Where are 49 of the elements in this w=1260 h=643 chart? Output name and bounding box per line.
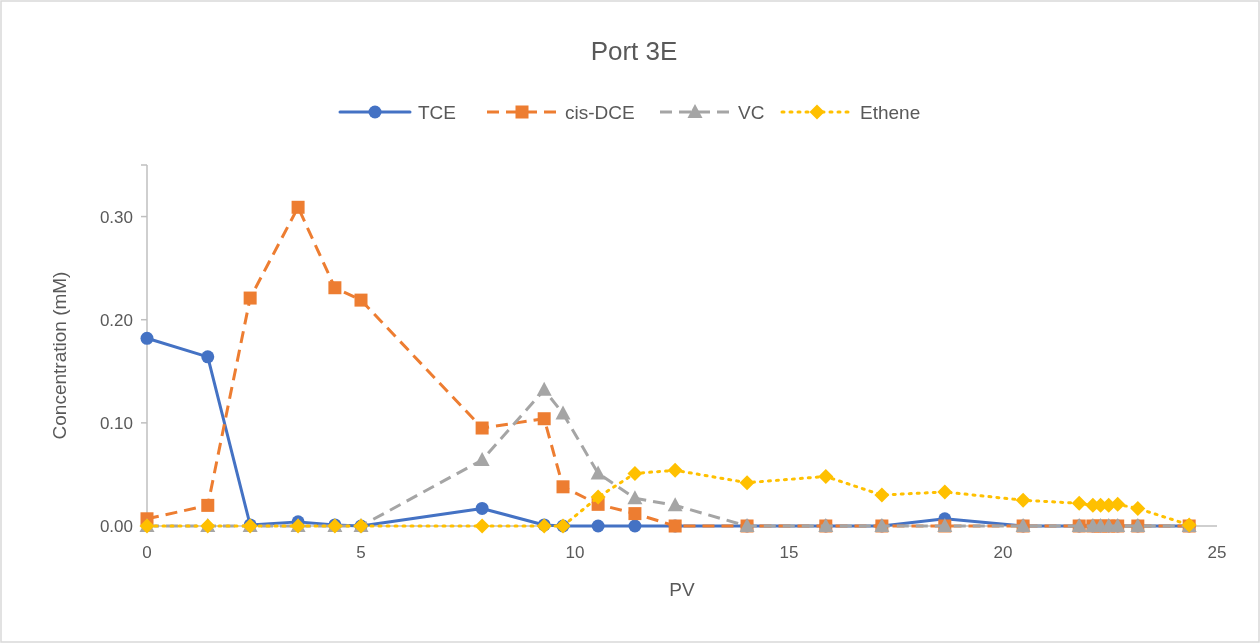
point (628, 507, 642, 521)
point (591, 519, 605, 533)
point (590, 489, 606, 505)
point (201, 498, 215, 512)
point (536, 381, 552, 396)
legend-label: cis-DCE (565, 101, 635, 123)
x-tick-label: 10 (565, 543, 585, 562)
point (667, 497, 683, 512)
point (1110, 496, 1126, 512)
x-tick-label: 15 (779, 543, 799, 562)
point (667, 462, 683, 478)
legend-label: TCE (418, 101, 456, 123)
point (627, 490, 643, 505)
point (1130, 500, 1146, 516)
point (474, 451, 490, 466)
y-tick-label: 0.10 (99, 413, 133, 433)
point (475, 421, 489, 435)
y-tick-label: 0.20 (99, 310, 133, 330)
point (874, 487, 890, 503)
x-tick-label: 0 (142, 543, 152, 562)
x-tick-label: 25 (1207, 543, 1227, 562)
legend-label: Ethene (860, 101, 921, 123)
x-tick-label: 20 (993, 543, 1013, 562)
point (590, 465, 606, 480)
point (291, 200, 305, 214)
y-axis-title: Concentration (mM) (49, 271, 70, 440)
point (937, 484, 953, 500)
point (818, 468, 834, 484)
chart-title: Port 3E (590, 36, 678, 66)
point (475, 501, 489, 515)
point (537, 412, 551, 426)
point (201, 350, 215, 364)
point (328, 281, 342, 295)
point (1015, 492, 1031, 508)
y-tick-label: 0.30 (99, 207, 133, 227)
x-tick-label: 5 (356, 543, 366, 562)
point (739, 475, 755, 491)
point (1071, 495, 1087, 511)
point (555, 405, 571, 420)
y-tick-label: 0.00 (99, 516, 133, 536)
point (474, 518, 490, 534)
point (354, 293, 368, 307)
x-axis-title: PV (669, 579, 695, 600)
point (556, 480, 570, 494)
point (243, 291, 257, 305)
point (628, 519, 642, 533)
legend-label: VC (738, 101, 765, 123)
point (140, 331, 154, 345)
point (627, 465, 643, 481)
